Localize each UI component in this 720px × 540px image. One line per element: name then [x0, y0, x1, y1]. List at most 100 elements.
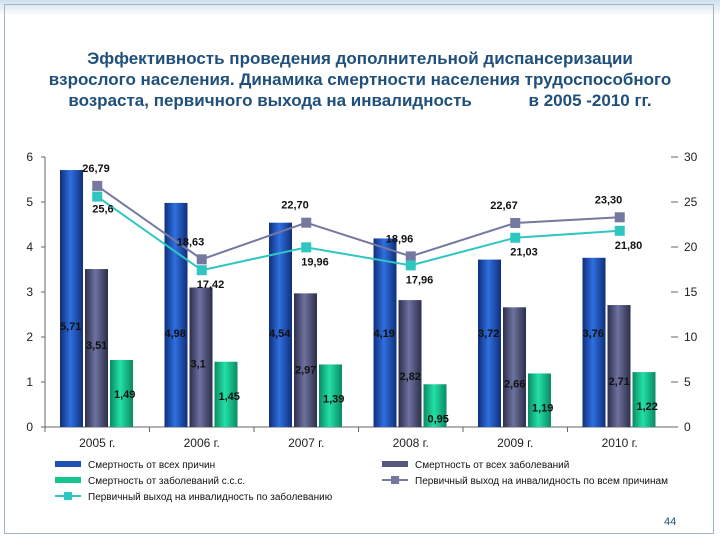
bar — [164, 202, 188, 427]
category-label: 2007 г. — [288, 436, 324, 450]
line-marker — [510, 217, 521, 228]
legend-swatch — [55, 477, 81, 483]
labels-layer: 5,71 4,98 4,54 4,19 3,72 3,76 3,51 3,1 2,97 2,82 2… — [60, 163, 658, 425]
bar-data-label: 1,45 — [219, 391, 240, 403]
legend-label: Смертность от заболеваний с.с.с. — [88, 475, 245, 487]
bar — [528, 373, 551, 427]
line-marker — [196, 254, 207, 265]
title-line-2: взрослого населения. Динамика смертности… — [48, 70, 672, 89]
bar-data-label: 2,97 — [295, 364, 316, 376]
line-marker — [196, 265, 207, 276]
title-line-3: возраста, первичного выхода на инвалидно… — [68, 91, 652, 110]
category-label: 2010 г. — [602, 436, 638, 450]
left-tick-label: 2 — [26, 330, 33, 344]
bar-data-label: 4,19 — [374, 328, 395, 340]
bar-data-label: 2,82 — [400, 371, 421, 383]
bar — [269, 222, 292, 427]
category-label: 2005 г. — [79, 436, 115, 450]
bar — [319, 364, 342, 427]
line-data-label: 25,6 — [92, 204, 113, 216]
line-marker — [92, 180, 103, 191]
legend-label: Первичный выход на инвалидность по всем … — [415, 476, 668, 487]
right-tick-label: 10 — [684, 330, 698, 344]
bar — [189, 287, 213, 427]
left-tick-label: 0 — [26, 420, 33, 434]
left-tick-label: 4 — [26, 240, 33, 254]
left-tick-label: 3 — [26, 285, 33, 299]
title-line-1: Эффективность проведения дополнительной … — [87, 49, 633, 68]
bar-data-label: 3,1 — [191, 359, 206, 371]
line-data-label: 22,70 — [281, 200, 309, 212]
line-marker — [614, 225, 625, 236]
line-marker — [301, 242, 312, 253]
legend-swatch-marker — [64, 492, 72, 500]
legend-swatch — [55, 461, 81, 467]
line-data-label: 26,79 — [82, 163, 110, 175]
axes-layer: 0 1 2 3 4 5 6 0 5 10 15 20 25 30 2005 г. 2006 г. 2007 г.… — [26, 150, 697, 450]
slide-title: Эффективность проведения дополнительной … — [10, 48, 710, 111]
bar-data-label: 5,71 — [60, 321, 81, 333]
line-data-label: 21,03 — [510, 247, 538, 259]
bars-layer — [60, 170, 656, 428]
bar-data-label: 3,51 — [86, 340, 107, 352]
left-tick-label: 1 — [26, 375, 33, 389]
line-marker — [405, 251, 416, 262]
bar — [503, 307, 526, 427]
bar-data-label: 1,49 — [114, 389, 135, 401]
legend-label: Первичный выход на инвалидность по забол… — [88, 491, 333, 503]
category-label: 2009 г. — [497, 436, 533, 450]
bar — [582, 257, 606, 427]
bar-data-label: 1,39 — [323, 393, 344, 405]
line-marker — [301, 217, 312, 228]
right-tick-label: 30 — [684, 150, 698, 164]
bar — [607, 305, 631, 427]
category-label: 2008 г. — [393, 436, 429, 450]
line-data-label: 17,42 — [197, 279, 225, 291]
line-marker — [510, 232, 521, 243]
slide-frame — [4, 4, 714, 534]
bar-data-label: 3,76 — [583, 328, 604, 340]
bar — [214, 361, 238, 427]
right-tick-label: 25 — [684, 195, 698, 209]
bar — [398, 300, 422, 427]
line-marker — [405, 260, 416, 271]
bar — [373, 238, 397, 427]
right-tick-label: 15 — [684, 285, 698, 299]
bar-data-label: 2,66 — [504, 378, 525, 390]
bar-data-label: 3,72 — [478, 328, 499, 340]
line-data-label: 18,96 — [386, 233, 414, 245]
bar-data-label: 2,71 — [609, 376, 630, 388]
bar-data-label: 4,54 — [269, 328, 291, 340]
left-tick-label: 5 — [26, 195, 33, 209]
left-tick-label: 6 — [26, 150, 33, 164]
bar — [60, 170, 83, 428]
series-line — [96, 195, 620, 272]
line-marker — [614, 212, 625, 223]
bar — [85, 269, 108, 427]
line-data-label: 18,63 — [177, 236, 205, 248]
legend-swatch — [382, 461, 408, 467]
line-data-label: 22,67 — [490, 200, 518, 212]
bar-data-label: 1,19 — [532, 402, 553, 414]
page-number: 44 — [664, 516, 677, 528]
right-tick-label: 0 — [684, 420, 691, 434]
bar — [294, 293, 317, 427]
line-data-label: 21,80 — [615, 240, 643, 252]
legend-label: Смертность от всех заболеваний — [415, 459, 569, 471]
legend: Смертность от всех причин Смертность от в… — [55, 459, 668, 503]
right-tick-label: 5 — [684, 375, 691, 389]
bar-data-label: 1,22 — [637, 401, 658, 413]
bar — [478, 259, 501, 427]
bar-data-label: 4,98 — [165, 328, 186, 340]
bar — [423, 384, 447, 427]
line-marker — [92, 191, 103, 202]
series-line — [96, 185, 620, 261]
bar — [632, 372, 656, 427]
line-data-label: 19,96 — [301, 256, 329, 268]
category-label: 2006 г. — [184, 436, 220, 450]
legend-swatch-marker — [391, 476, 399, 484]
line-data-label: 17,96 — [406, 274, 434, 286]
lines-layer — [92, 180, 625, 276]
bar-data-label: 0,95 — [428, 413, 449, 425]
